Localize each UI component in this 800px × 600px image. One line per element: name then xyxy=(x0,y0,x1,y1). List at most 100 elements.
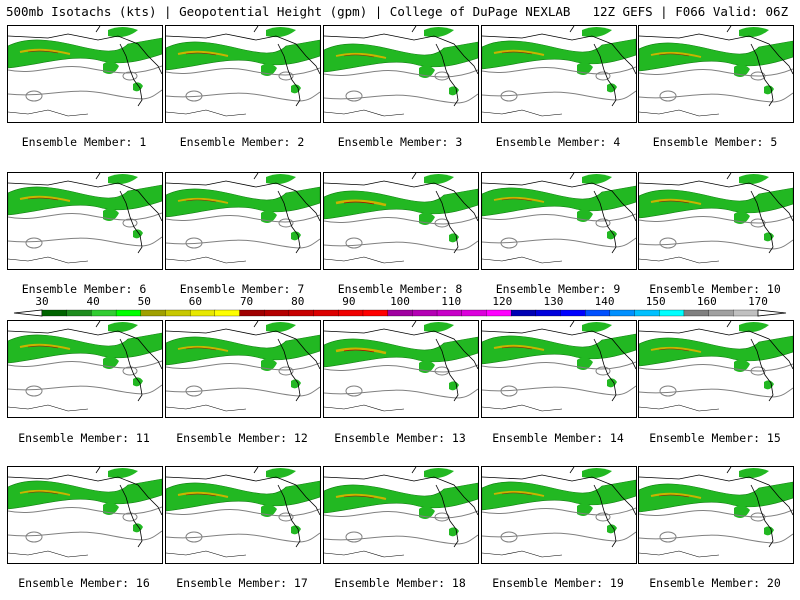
coastline xyxy=(119,190,143,254)
colorbar-swatch xyxy=(683,309,710,317)
member-map xyxy=(639,467,793,558)
isotach-shading xyxy=(8,332,162,364)
height-contour xyxy=(659,531,677,543)
isotach-shading xyxy=(482,38,636,70)
coastline xyxy=(277,484,301,548)
colorbar-tick-label: 150 xyxy=(645,295,666,308)
header-title-left: 500mb Isotachs (kts) | Geopotential Heig… xyxy=(6,4,571,19)
coastline xyxy=(435,190,459,254)
ensemble-member-label: Ensemble Member: 5 xyxy=(652,135,778,149)
ensemble-member-label: Ensemble Member: 19 xyxy=(492,576,624,590)
colorbar-tick-label: 100 xyxy=(390,295,410,308)
member-map xyxy=(482,26,636,117)
map-header: 500mb Isotachs (kts) | Geopotential Heig… xyxy=(6,3,794,21)
height-contour xyxy=(482,361,636,370)
height-contour xyxy=(345,237,363,249)
border-line xyxy=(253,467,259,474)
colorbar-swatch xyxy=(461,309,487,317)
height-contour xyxy=(166,67,320,76)
colorbar-tick-label: 120 xyxy=(492,295,513,308)
border-line xyxy=(569,26,575,33)
height-contour xyxy=(639,239,793,250)
coastline xyxy=(166,550,247,558)
isotach-colorbar xyxy=(13,309,787,317)
ensemble-member-label: Ensemble Member: 4 xyxy=(495,135,621,149)
colorbar-swatch xyxy=(708,309,734,317)
isotach-shading xyxy=(582,27,612,38)
isotach-shading xyxy=(133,523,143,533)
coastline xyxy=(166,33,320,75)
member-map xyxy=(8,467,162,558)
ensemble-member-label: Ensemble Member: 9 xyxy=(495,282,621,296)
height-contour xyxy=(122,366,138,376)
isotach-shading xyxy=(266,27,296,38)
colorbar-tick-label: 160 xyxy=(696,295,717,308)
member-map xyxy=(639,173,793,264)
height-contour xyxy=(8,530,162,541)
coastline xyxy=(324,550,405,558)
colorbar-tick-label: 60 xyxy=(188,295,203,308)
ensemble-member-panel xyxy=(323,172,479,270)
ensemble-member-label: Ensemble Member: 17 xyxy=(176,576,308,590)
coastline xyxy=(8,474,162,516)
colorbar-swatch xyxy=(387,309,413,317)
coastline xyxy=(639,404,720,412)
ensemble-member-panel xyxy=(165,172,321,270)
border-line xyxy=(569,467,575,474)
coastline xyxy=(8,33,162,75)
colorbar-tick-label: 130 xyxy=(543,295,564,308)
height-contour xyxy=(324,216,478,225)
height-contour xyxy=(750,366,766,376)
height-contour xyxy=(25,90,43,102)
colorbar-tick-label: 50 xyxy=(137,295,151,308)
height-contour xyxy=(434,366,450,376)
isotach-shading xyxy=(424,322,454,333)
coastline xyxy=(639,256,720,264)
jet-core xyxy=(19,48,71,56)
height-contour xyxy=(25,531,43,543)
ensemble-member-label: Ensemble Member: 14 xyxy=(492,431,624,445)
height-contour xyxy=(500,237,518,249)
coastline xyxy=(482,328,636,370)
member-map xyxy=(8,173,162,264)
border-line xyxy=(569,173,575,180)
height-contour xyxy=(639,509,793,518)
coastline xyxy=(8,328,162,370)
height-contour xyxy=(482,531,636,542)
height-contour xyxy=(659,90,677,102)
border-line xyxy=(411,173,417,180)
isotach-shading xyxy=(582,174,612,185)
border-line xyxy=(726,321,732,328)
height-contour xyxy=(639,68,793,77)
coastline xyxy=(639,474,793,516)
colorbar-swatch xyxy=(264,309,290,317)
ensemble-member-label: Ensemble Member: 1 xyxy=(21,135,147,149)
jet-core xyxy=(658,348,690,352)
isotach-shading xyxy=(639,481,793,513)
ensemble-member-label: Ensemble Member: 10 xyxy=(649,282,781,296)
coastline xyxy=(324,109,405,117)
jet-core xyxy=(19,195,71,203)
height-contour xyxy=(8,506,162,515)
height-contour xyxy=(324,69,478,78)
jet-core xyxy=(658,494,690,498)
ensemble-member-label: Ensemble Member: 16 xyxy=(18,576,150,590)
height-contour xyxy=(595,71,611,81)
member-map xyxy=(482,467,636,558)
isotach-shading xyxy=(108,174,138,185)
isotach-shading xyxy=(739,322,769,333)
member-map xyxy=(639,26,793,117)
isotach-shading xyxy=(8,478,162,510)
height-contour xyxy=(500,531,518,543)
coastline xyxy=(324,256,405,264)
height-contour xyxy=(8,384,162,395)
colorbar-tick-label: 90 xyxy=(342,295,356,308)
colorbar-swatch xyxy=(412,309,438,317)
member-map xyxy=(639,321,793,412)
ensemble-member-panel xyxy=(323,466,479,564)
colorbar-swatch xyxy=(41,309,68,317)
isotach-shading xyxy=(133,377,143,387)
jet-core xyxy=(493,196,545,203)
jet-core xyxy=(650,346,702,353)
height-contour xyxy=(324,240,478,251)
